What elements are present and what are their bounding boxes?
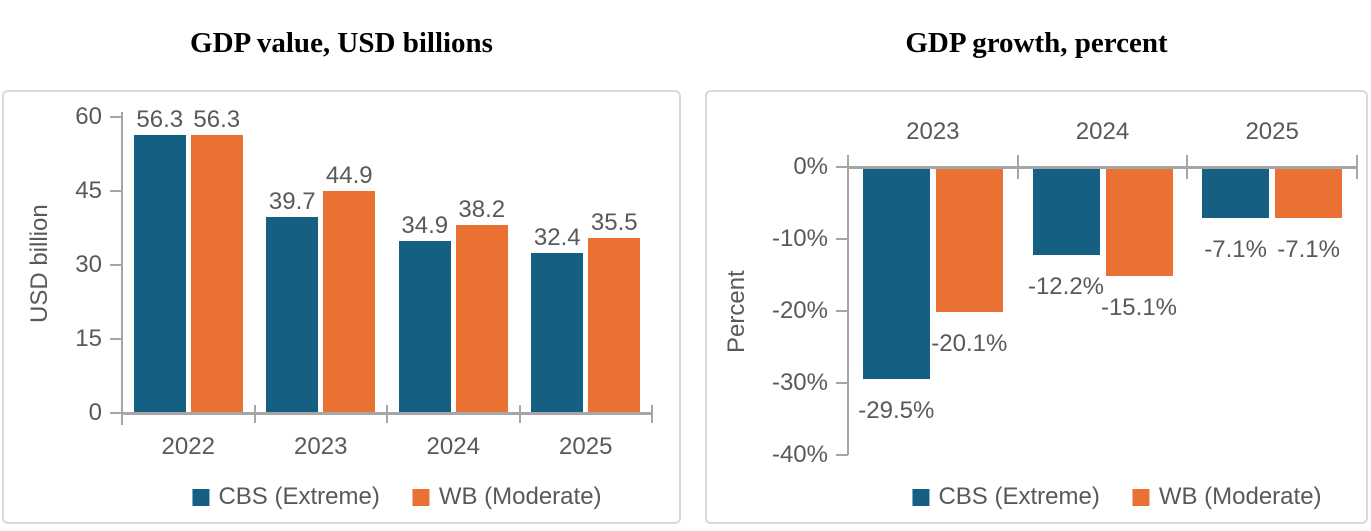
y-axis-tick-label: -20% — [771, 297, 828, 324]
data-label-2023: 44.9 — [325, 162, 373, 190]
y-axis-title: USD billion — [26, 204, 53, 324]
data-label-2024: -12.2% — [1027, 272, 1105, 300]
legend-label: WB (Moderate) — [438, 483, 602, 510]
bar-wb-moderate-2025 — [588, 237, 641, 413]
y-axis-tick-mark — [110, 116, 122, 118]
bar-wb-moderate-2024 — [455, 224, 508, 413]
data-label-2025: 35.5 — [590, 208, 638, 236]
bar-wb-moderate-2023 — [935, 167, 1003, 312]
x-axis-category-label: 2024 — [426, 433, 480, 460]
x-axis-category-label: 2023 — [294, 433, 348, 460]
legend-label: CBS (Extreme) — [218, 483, 380, 510]
data-label-2025: -7.1% — [1204, 236, 1267, 264]
data-label-2023: -29.5% — [858, 397, 935, 425]
x-axis-category-label: 2022 — [161, 433, 215, 460]
y-axis-tick-mark — [110, 412, 122, 414]
legend: CBS (Extreme) WB (Moderate) — [192, 483, 602, 511]
x-axis-line — [122, 412, 652, 415]
y-axis-tick-mark — [836, 166, 848, 168]
y-axis-tick-mark — [836, 310, 848, 312]
x-axis-category-label: 2024 — [1075, 118, 1130, 145]
data-label-2025: -7.1% — [1277, 236, 1340, 264]
x-axis-category-label: 2025 — [1245, 118, 1299, 145]
data-label-2022: 56.3 — [193, 106, 241, 134]
y-axis-tick-label: -30% — [771, 369, 828, 396]
data-label-2024: 34.9 — [401, 211, 449, 239]
data-label-2023: -20.1% — [931, 329, 1008, 357]
y-axis-line — [121, 112, 123, 425]
bar-wb-moderate-2025 — [1275, 167, 1343, 219]
y-axis-tick-label: 30 — [75, 251, 102, 278]
bar-cbs-extreme-2024 — [398, 240, 451, 413]
legend-item-cbs-extreme: CBS (Extreme) — [192, 483, 380, 511]
bar-cbs-extreme-2023 — [862, 167, 930, 380]
bar-cbs-extreme-2025 — [531, 253, 584, 413]
legend: CBS (Extreme) WB (Moderate) — [912, 483, 1322, 511]
data-label-2025: 32.4 — [533, 224, 581, 252]
gdp-value-chart-panel: 60 45 30 15 0 56.3 56.3 2022 39.7 44.9 2023 34.9 38.… — [2, 90, 681, 524]
bar-wb-moderate-2023 — [323, 191, 376, 413]
y-axis-tick-label: 60 — [75, 103, 102, 130]
legend-item-cbs-extreme: CBS (Extreme) — [912, 483, 1100, 511]
y-axis-tick-mark — [836, 454, 848, 456]
legend-swatch-icon — [412, 488, 430, 506]
legend-swatch-icon — [192, 488, 210, 506]
bar-cbs-extreme-2024 — [1032, 167, 1100, 255]
x-axis-category-label: 2023 — [906, 118, 960, 145]
data-label-2024: 38.2 — [458, 195, 506, 223]
x-axis-tick-mark — [1356, 155, 1358, 179]
y-axis-tick-mark — [110, 264, 122, 266]
x-axis-tick-mark — [651, 405, 653, 423]
y-axis-tick-mark — [836, 238, 848, 240]
bar-wb-moderate-2024 — [1105, 167, 1173, 276]
legend-label: CBS (Extreme) — [938, 483, 1100, 510]
bar-wb-moderate-2022 — [190, 135, 243, 413]
legend-swatch-icon — [1132, 488, 1150, 506]
legend-label: WB (Moderate) — [1158, 483, 1322, 510]
data-label-2024: -15.1% — [1100, 293, 1178, 321]
legend-item-wb-moderate: WB (Moderate) — [1132, 483, 1322, 511]
x-axis-category-label: 2025 — [559, 433, 613, 460]
y-axis-title: Percent — [723, 270, 750, 354]
y-axis-tick-label: -10% — [771, 225, 828, 252]
y-axis-tick-label: 0% — [793, 153, 828, 180]
y-axis-tick-label: 15 — [75, 325, 102, 352]
y-axis-tick-mark — [836, 382, 848, 384]
y-axis-tick-mark — [110, 338, 122, 340]
chart-title-gdp-growth: GDP growth, percent — [905, 27, 1168, 59]
y-axis-tick-label: 45 — [75, 177, 102, 204]
y-axis-tick-label: -40% — [771, 441, 828, 468]
x-axis-line — [848, 166, 1357, 169]
y-axis-tick-mark — [110, 190, 122, 192]
y-axis-tick-label: 0 — [88, 399, 102, 426]
bar-cbs-extreme-2022 — [133, 135, 186, 413]
data-label-2023: 39.7 — [268, 188, 316, 216]
bar-cbs-extreme-2025 — [1202, 167, 1270, 219]
y-axis-line — [847, 155, 849, 455]
data-label-2022: 56.3 — [136, 106, 184, 134]
gdp-growth-chart-panel: 0% -10% -20% -30% -40% -29.5% -20.1% 2023 -12.2%… — [705, 90, 1368, 524]
chart-title-gdp-value: GDP value, USD billions — [190, 27, 493, 59]
bar-cbs-extreme-2023 — [266, 217, 319, 413]
legend-item-wb-moderate: WB (Moderate) — [412, 483, 602, 511]
legend-swatch-icon — [912, 488, 930, 506]
